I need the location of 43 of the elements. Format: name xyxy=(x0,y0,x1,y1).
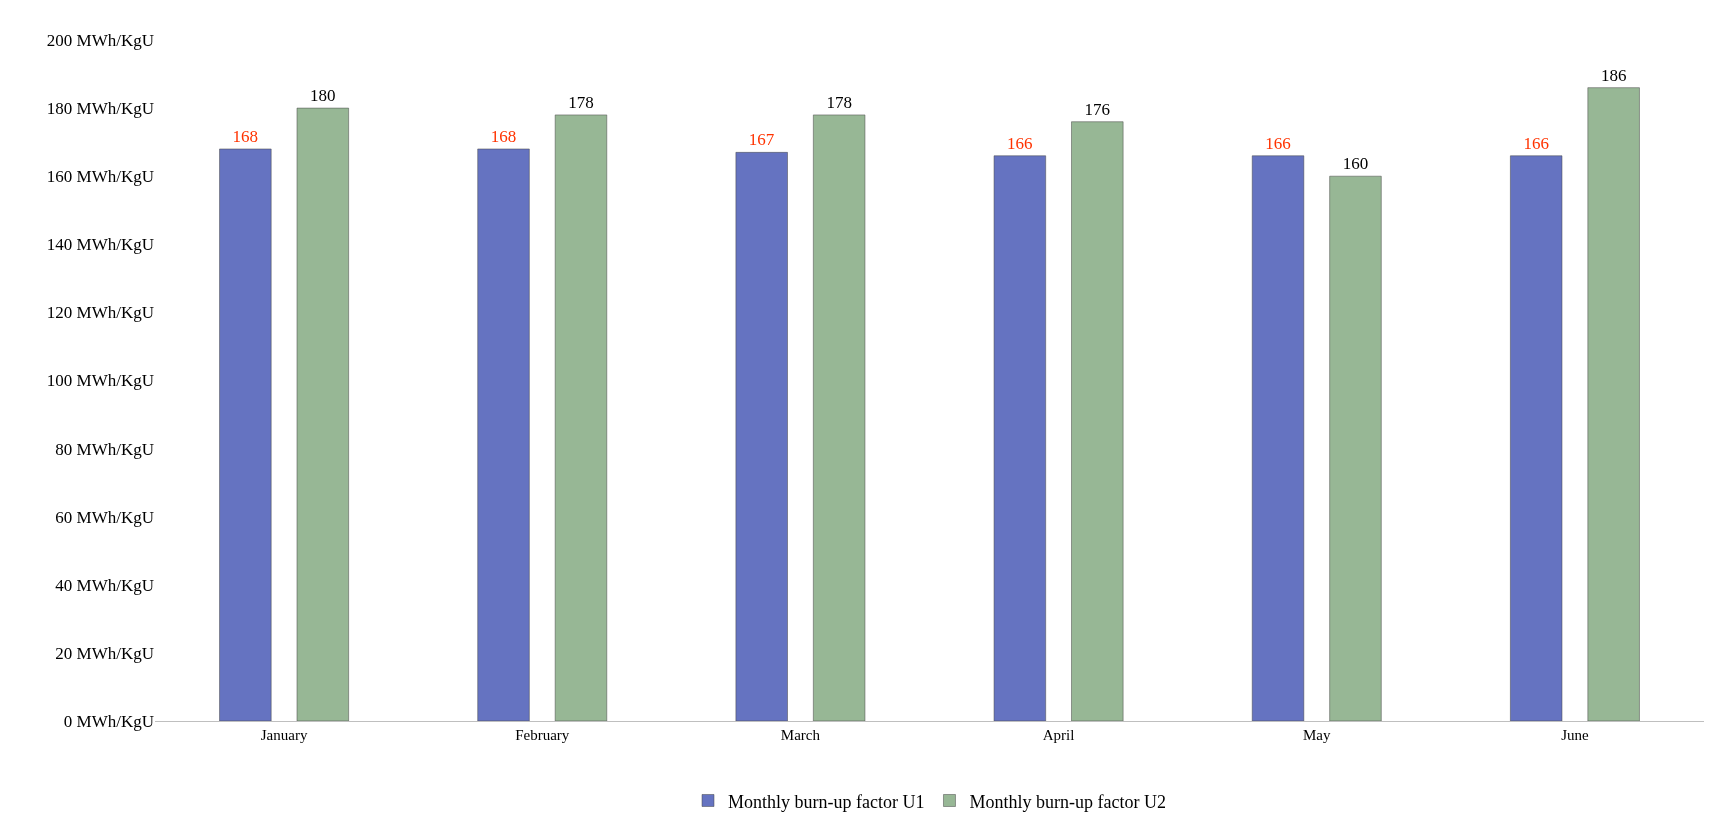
data-label: 166 xyxy=(1523,133,1549,153)
y-tick-label: 80 MWh/KgU xyxy=(55,439,154,459)
data-label: 178 xyxy=(568,92,594,112)
data-label: 168 xyxy=(490,126,517,146)
data-label: 180 xyxy=(310,86,336,106)
x-tick-label: January xyxy=(260,727,308,743)
x-tick-label: May xyxy=(1303,727,1331,743)
bar xyxy=(1510,155,1563,721)
bar xyxy=(993,155,1046,721)
data-label: 186 xyxy=(1600,65,1627,85)
bar xyxy=(735,152,788,721)
legend-label: Monthly burn-up factor U1 xyxy=(728,791,925,812)
data-label: 168 xyxy=(232,126,259,146)
y-tick-label: 180 MWh/KgU xyxy=(46,99,154,119)
bar xyxy=(1329,175,1382,721)
data-label: 178 xyxy=(826,92,852,112)
bar xyxy=(477,148,530,721)
bar xyxy=(1251,155,1305,721)
bar xyxy=(219,148,272,721)
legend-label: Monthly burn-up factor U2 xyxy=(969,791,1166,812)
y-tick-label: 120 MWh/KgU xyxy=(46,303,154,323)
data-label: 166 xyxy=(1007,133,1033,153)
x-tick-label: June xyxy=(1561,727,1590,743)
y-tick-label: 160 MWh/KgU xyxy=(46,167,154,187)
y-tick-label: 0 MWh/KgU xyxy=(63,711,154,731)
y-tick-label: 60 MWh/KgU xyxy=(55,507,154,527)
y-tick-label: 100 MWh/KgU xyxy=(46,371,154,391)
y-tick-label: 140 MWh/KgU xyxy=(46,235,154,255)
data-label: 176 xyxy=(1084,99,1111,119)
y-tick-label: 200 MWh/KgU xyxy=(46,30,154,50)
y-tick-label: 40 MWh/KgU xyxy=(55,575,154,595)
data-label: 167 xyxy=(748,130,775,150)
bar xyxy=(554,114,608,721)
bar xyxy=(1587,87,1640,721)
x-tick-label: February xyxy=(515,727,570,743)
x-tick-label: March xyxy=(780,727,821,743)
bar xyxy=(296,107,349,721)
bar xyxy=(1071,121,1124,721)
y-tick-label: 20 MWh/KgU xyxy=(55,643,154,663)
bar xyxy=(813,114,866,721)
data-label: 166 xyxy=(1265,133,1291,153)
x-tick-label: April xyxy=(1042,727,1075,743)
data-label: 160 xyxy=(1342,154,1369,174)
